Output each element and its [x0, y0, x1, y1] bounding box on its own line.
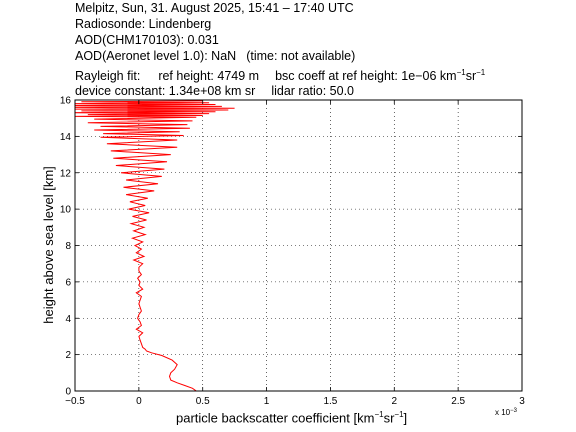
- y-tick-label: 10: [60, 205, 72, 216]
- y-tick-label: 6: [65, 277, 71, 288]
- title-line-3: AOD(CHM170103): 0.031: [75, 34, 219, 47]
- y-tick-label: 2: [65, 350, 71, 361]
- x-tick-label: 3: [519, 396, 525, 407]
- title-line-5: Rayleigh fit: ref height: 4749 m bsc coeff…: [75, 69, 485, 83]
- x-exponent-base: x 10: [495, 408, 511, 417]
- y-tick-label: 4: [65, 314, 71, 325]
- rayleigh-fit-label: Rayleigh fit:: [75, 69, 141, 84]
- aod-chm-text: AOD(CHM170103): 0.031: [75, 33, 219, 47]
- x-tick-label: −0.5: [65, 396, 85, 407]
- device-constant-text: device constant: 1.34e+08 km sr: [75, 84, 256, 98]
- ref-height-text: ref height: 4749 m: [158, 69, 260, 84]
- backscatter-profile-line: [75, 100, 235, 391]
- x-exponent-power: −3: [510, 408, 518, 414]
- title-line-6: device constant: 1.34e+08 km sr lidar rat…: [75, 85, 354, 98]
- x-tick-label: 2: [392, 396, 398, 407]
- x-exponent-label: x 10−3: [495, 408, 518, 417]
- x-axis-label-exp-1: −1: [374, 410, 384, 419]
- x-tick-label: 0: [136, 396, 142, 407]
- x-axis-label: particle backscatter coefficient [km−1sr…: [176, 410, 407, 425]
- x-tick-label: 2.5: [451, 396, 465, 407]
- title-line-2: Radiosonde: Lindenberg: [75, 18, 211, 31]
- plot-frame: [74, 99, 523, 392]
- aeronet-time-text: (time: not available): [246, 49, 356, 63]
- y-tick-label: 14: [60, 132, 72, 143]
- x-axis-label-end: ]: [403, 410, 408, 426]
- x-tick-label: 0.5: [196, 396, 210, 407]
- grid-lines: [75, 100, 522, 391]
- title-line-1: Melpitz, Sun, 31. August 2025, 15:41 – 1…: [75, 2, 354, 15]
- bsc-unit-exp-2: −1: [476, 68, 486, 77]
- y-axis-label: height above sea level [km]: [41, 166, 56, 324]
- x-tick-label: 1.5: [323, 396, 337, 407]
- bsc-coeff-text: bsc coeff at ref height: 1e−06 km: [275, 69, 457, 84]
- y-tick-label: 8: [65, 241, 71, 252]
- title-line-4: AOD(Aeronet level 1.0): NaN (time: not av…: [75, 50, 355, 63]
- bsc-unit-sr: sr: [465, 69, 477, 84]
- y-tick-label: 12: [60, 168, 72, 179]
- x-axis-label-exp-2: −1: [394, 410, 404, 419]
- x-axis-label-sr: sr: [383, 410, 395, 426]
- title-text: Melpitz, Sun, 31. August 2025, 15:41 – 1…: [75, 1, 354, 15]
- radiosonde-text: Radiosonde: Lindenberg: [75, 17, 212, 31]
- series-layer: [75, 100, 235, 391]
- y-tick-label: 0: [65, 387, 71, 398]
- bsc-unit-exp-1: −1: [456, 68, 466, 77]
- lidar-ratio-text: lidar ratio: 50.0: [271, 84, 354, 98]
- x-axis-label-main: particle backscatter coefficient [km: [176, 410, 375, 426]
- y-tick-label: 16: [60, 96, 72, 107]
- aod-aeronet-text: AOD(Aeronet level 1.0): NaN: [75, 49, 237, 63]
- tick-marks: [74, 99, 523, 392]
- x-tick-label: 1: [264, 396, 270, 407]
